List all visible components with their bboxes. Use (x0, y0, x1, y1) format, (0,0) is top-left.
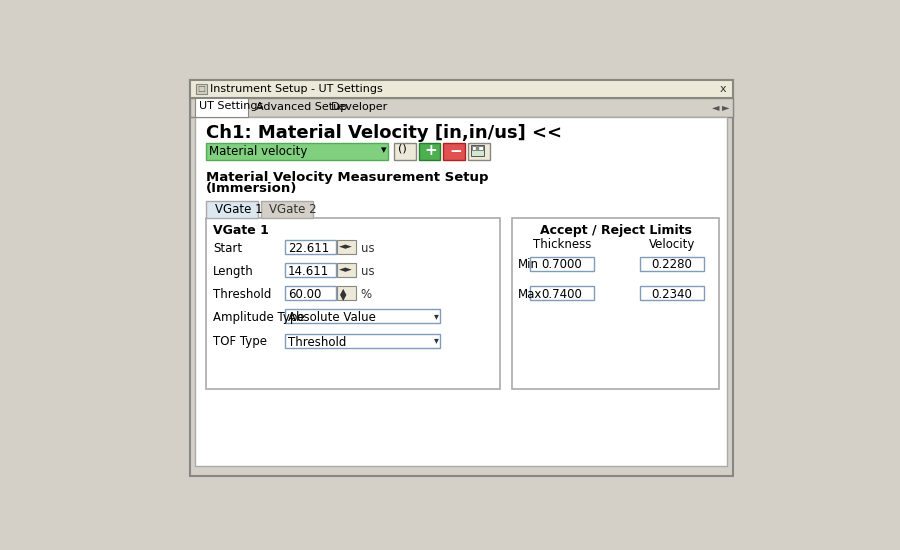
Bar (394, 143, 416, 160)
Text: ◄►: ◄► (338, 243, 353, 251)
Text: Material Velocity Measurement Setup: Material Velocity Measurement Setup (205, 170, 488, 184)
Text: 60.00: 60.00 (288, 288, 321, 301)
Bar (476, 146, 479, 150)
Text: Threshold: Threshold (288, 336, 346, 349)
Bar (205, 201, 258, 218)
Bar (205, 218, 500, 389)
Bar (196, 84, 207, 94)
Text: Absolute Value: Absolute Value (288, 311, 375, 324)
Bar (260, 201, 313, 218)
Text: Thickness: Thickness (533, 239, 591, 251)
Bar (338, 263, 356, 277)
Bar (284, 286, 336, 300)
Bar (338, 240, 356, 254)
Text: 0.7000: 0.7000 (542, 258, 582, 272)
Text: +: + (425, 143, 437, 158)
Text: Advanced Setup: Advanced Setup (256, 102, 347, 112)
Text: −: − (450, 144, 463, 159)
Text: VGate 1: VGate 1 (215, 203, 263, 216)
Bar (205, 143, 388, 160)
Text: 0.2280: 0.2280 (652, 258, 692, 272)
Bar (472, 145, 483, 156)
Text: ◄►: ◄► (338, 266, 353, 274)
Text: Accept / Reject Limits: Accept / Reject Limits (539, 224, 691, 237)
Text: 0.2340: 0.2340 (652, 288, 692, 301)
Text: (Immersion): (Immersion) (205, 182, 297, 195)
Bar (444, 143, 465, 160)
Bar (530, 286, 594, 300)
Text: Min: Min (518, 258, 539, 272)
Bar (284, 309, 439, 323)
Bar (640, 257, 704, 271)
Text: Max: Max (518, 288, 542, 301)
Text: Start: Start (213, 241, 242, 255)
Text: Length: Length (213, 265, 254, 278)
Bar (195, 98, 248, 117)
Text: us: us (361, 265, 374, 278)
Text: □: □ (197, 85, 205, 94)
Text: ▲: ▲ (340, 287, 346, 296)
Bar (530, 257, 594, 271)
Bar (190, 80, 733, 476)
Bar (338, 286, 356, 300)
Bar (284, 334, 439, 348)
Bar (195, 117, 727, 466)
Text: ►: ► (723, 102, 730, 112)
Bar (468, 143, 490, 160)
Bar (284, 263, 336, 277)
Text: Instrument Setup - UT Settings: Instrument Setup - UT Settings (211, 85, 382, 95)
Text: ▾: ▾ (382, 145, 387, 155)
Text: UT Settings: UT Settings (199, 101, 264, 112)
Bar (418, 143, 440, 160)
Text: Material velocity: Material velocity (209, 145, 307, 157)
Text: Amplitude Type: Amplitude Type (213, 311, 305, 324)
Text: 14.611: 14.611 (288, 265, 328, 278)
Text: x: x (720, 85, 726, 95)
Text: VGate 2: VGate 2 (269, 203, 317, 216)
Bar (511, 218, 719, 389)
Text: ▼: ▼ (340, 293, 346, 302)
Bar (190, 80, 733, 98)
Text: TOF Type: TOF Type (213, 336, 267, 349)
Text: 0.7400: 0.7400 (542, 288, 582, 301)
Text: Developer: Developer (331, 102, 388, 112)
Text: Ch1: Material Velocity [in,in/us] <<: Ch1: Material Velocity [in,in/us] << (205, 124, 562, 142)
Bar (284, 240, 336, 254)
Text: ▾: ▾ (434, 311, 439, 321)
Text: ◄: ◄ (712, 102, 719, 112)
Text: %: % (361, 288, 372, 301)
Bar (640, 286, 704, 300)
Text: Velocity: Velocity (649, 239, 695, 251)
Text: Threshold: Threshold (213, 288, 272, 301)
Text: us: us (361, 241, 374, 255)
Text: ▾: ▾ (434, 336, 439, 345)
Bar (190, 98, 733, 117)
Text: VGate 1: VGate 1 (213, 224, 269, 237)
Bar (472, 146, 483, 150)
Text: (): () (398, 144, 407, 154)
Text: 22.611: 22.611 (288, 241, 328, 255)
